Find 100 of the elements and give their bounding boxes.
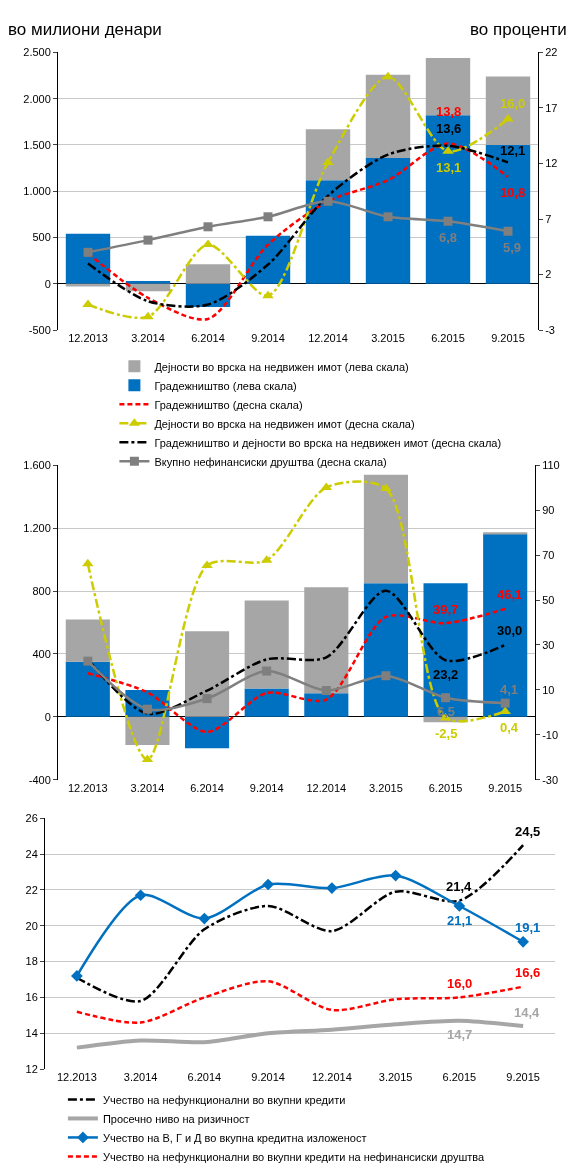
y-tick-label: 1.000 [23, 185, 51, 198]
bar [185, 631, 230, 717]
legend-label: Учество на нефункционални во вкупни кредити на нефинансиски друштва [102, 1150, 485, 1163]
y2-tick-label: 30 [542, 638, 555, 651]
y-tick-label: -400 [28, 773, 51, 786]
x-tick-label: 3.2015 [378, 1071, 413, 1084]
data-label: 21,1 [447, 913, 473, 928]
x-tick-label: 6.2014 [190, 781, 224, 794]
legend-label: Учество на В, Г и Д во вкупна кредитна изложеност [102, 1131, 367, 1144]
x-tick-label: 6.2015 [442, 1071, 477, 1084]
x-tick-label: 12.2013 [67, 781, 108, 794]
data-label: 46,1 [497, 587, 523, 602]
point [142, 704, 152, 714]
bar [185, 264, 231, 284]
y2-tick-label: -3 [545, 323, 555, 336]
x-tick-label: 12.2013 [68, 332, 108, 345]
data-label: 4,1 [500, 682, 519, 697]
x-tick-label: 6.2015 [428, 781, 463, 794]
y2-tick-label: 17 [545, 101, 558, 114]
bar [185, 716, 230, 749]
bar [365, 157, 411, 284]
y-tick-label: 800 [32, 584, 51, 597]
bar [365, 74, 411, 158]
data-label: 6,8 [439, 230, 458, 245]
y2-tick-label: 110 [542, 459, 560, 472]
legend-label: Градежништво и дејности во врска на недвижен имот (десна скала) [154, 436, 502, 449]
point [262, 290, 274, 299]
point [201, 560, 213, 569]
point [82, 558, 94, 567]
y-tick-label: 24 [25, 847, 38, 860]
y2-tick-label: 10 [542, 683, 555, 696]
bar [363, 474, 408, 584]
y-tick-label: 500 [32, 231, 51, 244]
point [326, 882, 338, 894]
y-tick-label: 18 [25, 955, 38, 968]
legend-label: Учество на нефункционални во вкупни кредити [102, 1093, 346, 1106]
legend-label: Градежништво (лева скала) [154, 379, 297, 392]
data-label: 16,0 [500, 96, 526, 111]
bar [125, 716, 170, 746]
data-label: 30,0 [497, 623, 523, 638]
legend-label: Дејности во врска на недвижен имот (десна скала) [154, 417, 415, 430]
x-tick-label: 12.2014 [308, 332, 348, 345]
data-label: 13,6 [436, 121, 462, 136]
x-tick-label: 9.2014 [251, 332, 285, 345]
x-tick-label: 3.2015 [371, 332, 405, 345]
line-series [74, 1018, 526, 1050]
data-label: 13,8 [436, 104, 462, 119]
bar [65, 661, 110, 717]
point [82, 299, 94, 308]
legend-label: Дејности во врска на недвижен имот (лева скала) [154, 360, 409, 373]
data-label: 23,2 [433, 667, 459, 682]
point [500, 698, 510, 708]
x-tick-label: 12.2014 [312, 1071, 352, 1084]
legend-label: Градежништво (десна скала) [154, 398, 303, 411]
data-label: 13,1 [436, 160, 462, 175]
bar [125, 281, 171, 284]
bar [244, 688, 289, 717]
point [142, 311, 154, 320]
y2-tick-label: 2 [545, 268, 552, 281]
y2-tick-label: -10 [542, 728, 559, 741]
y-tick-label: 20 [25, 919, 38, 932]
point [263, 212, 273, 222]
y2-tick-label: 90 [542, 504, 555, 517]
point [202, 239, 214, 248]
y2-tick-label: 50 [542, 593, 555, 606]
data-label: 5,9 [503, 240, 522, 255]
y-tick-label: 12 [25, 1062, 38, 1075]
point [321, 686, 331, 696]
y2-tick-label: 7 [545, 212, 552, 225]
y-tick-label: 1.500 [23, 138, 51, 151]
y-tick-label: 1.200 [23, 522, 51, 535]
x-tick-label: 6.2015 [431, 332, 465, 345]
bar [485, 144, 531, 284]
bar [65, 619, 110, 662]
x-tick-label: 6.2014 [191, 332, 225, 345]
y-axis-title: во милиони денари [8, 20, 162, 39]
y-tick-label: 16 [25, 991, 38, 1004]
point [323, 196, 333, 206]
point [262, 878, 274, 891]
x-tick-label: 9.2014 [251, 1071, 285, 1084]
data-label: 19,1 [515, 920, 541, 935]
bar [305, 180, 351, 284]
point [381, 671, 391, 681]
data-label: 0,4 [500, 720, 519, 735]
point [453, 900, 466, 912]
point [202, 694, 212, 704]
bar [304, 587, 349, 694]
x-tick-label: 9.2015 [488, 781, 523, 794]
x-tick-label: 3.2014 [123, 1071, 158, 1084]
y-tick-label: 14 [25, 1027, 38, 1040]
x-tick-label: 12.2014 [306, 781, 347, 794]
y-tick-label: 400 [32, 647, 51, 660]
y-tick-label: 2.000 [23, 92, 51, 105]
y-tick-label: 2.500 [23, 46, 51, 59]
data-label: 6,5 [437, 704, 456, 719]
x-tick-label: 3.2015 [369, 781, 403, 794]
point [441, 693, 451, 703]
point [383, 212, 393, 222]
y-tick-label: 0 [44, 710, 51, 723]
x-tick-label: 12.2013 [57, 1071, 97, 1084]
